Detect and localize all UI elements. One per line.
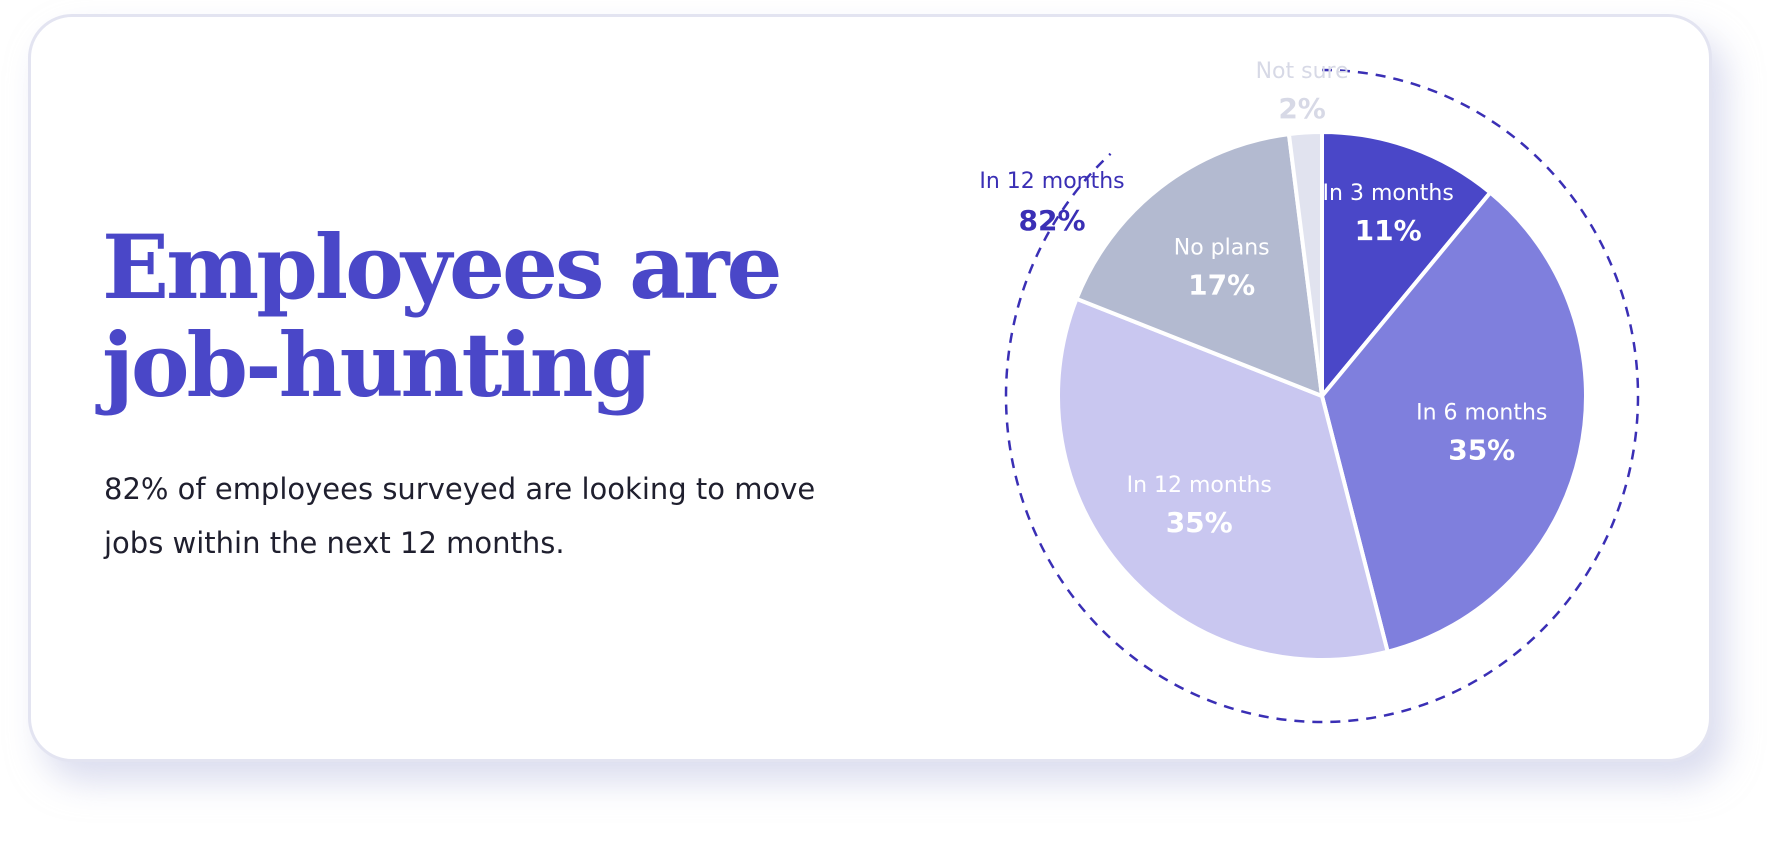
subtext-line-2: jobs within the next 12 months. <box>104 526 565 560</box>
slice-label-name: No plans <box>1174 236 1270 261</box>
headline-line-2: job-hunting <box>102 313 652 417</box>
slice-label-name: In 12 months <box>1127 473 1272 498</box>
subtext-line-1: 82% of employees surveyed are looking to… <box>104 472 816 506</box>
slice-label-value: 35% <box>1448 434 1515 467</box>
slice-labels: In 3 months 11% In 6 months 35% In 12 months… <box>1127 59 1548 539</box>
pie-slices <box>1056 130 1588 662</box>
slice-label-value: 2% <box>1278 92 1326 125</box>
pie-slice-in-6-months <box>1320 190 1588 654</box>
slice-label-value: 17% <box>1188 269 1255 302</box>
group-annotation-value: 82% <box>1018 204 1085 237</box>
pie-slice-in-3-months <box>1320 130 1493 398</box>
slice-label-value: 11% <box>1355 214 1422 247</box>
slice-label-value: 35% <box>1166 506 1233 539</box>
slice-label-name: In 3 months <box>1323 181 1454 206</box>
group-annotation-label: In 12 months <box>979 169 1124 194</box>
pie-slice-in-12-months <box>1056 296 1390 662</box>
pie-slice-no-plans <box>1074 132 1324 398</box>
slice-label-name: In 6 months <box>1416 401 1547 426</box>
pie-slice-not-sure <box>1286 130 1324 398</box>
subtext: 82% of employees surveyed are looking to… <box>104 462 824 570</box>
headline-line-1: Employees are <box>102 215 783 319</box>
headline: Employees are job-hunting <box>102 215 783 417</box>
slice-label-name: Not sure <box>1256 59 1349 84</box>
